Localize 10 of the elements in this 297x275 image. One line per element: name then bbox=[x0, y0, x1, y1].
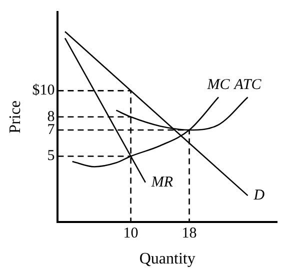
y-tick-label: 5 bbox=[47, 148, 55, 164]
series-label: ATC bbox=[233, 77, 262, 94]
series-label: MR bbox=[150, 174, 174, 190]
y-tick-label: $10 bbox=[32, 82, 55, 99]
series-label: D bbox=[252, 188, 265, 204]
x-tick-label: 18 bbox=[182, 226, 197, 242]
x-axis-title: Quantity bbox=[139, 250, 196, 268]
x-tick-label: 10 bbox=[123, 226, 138, 242]
series-label: MC bbox=[206, 77, 231, 94]
y-axis-title: Price bbox=[6, 100, 24, 134]
